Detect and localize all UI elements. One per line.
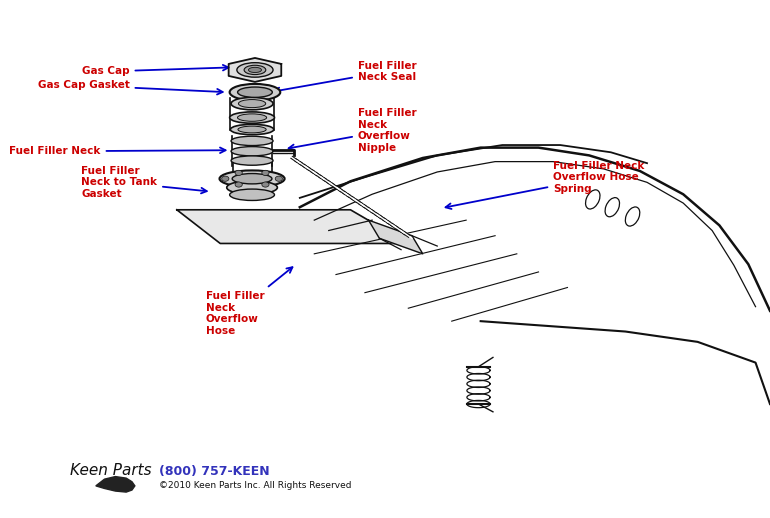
Text: (800) 757-KEEN: (800) 757-KEEN bbox=[159, 465, 270, 478]
Ellipse shape bbox=[237, 114, 266, 121]
Text: Gas Cap Gasket: Gas Cap Gasket bbox=[38, 80, 223, 94]
Text: Fuel Filler Neck
Overflow Hose
Spring: Fuel Filler Neck Overflow Hose Spring bbox=[446, 161, 644, 209]
Ellipse shape bbox=[238, 87, 273, 97]
Ellipse shape bbox=[625, 207, 640, 226]
Ellipse shape bbox=[237, 63, 273, 77]
Text: ©2010 Keen Parts Inc. All Rights Reserved: ©2010 Keen Parts Inc. All Rights Reserve… bbox=[159, 481, 351, 491]
Text: Fuel Filler
Neck to Tank
Gasket: Fuel Filler Neck to Tank Gasket bbox=[82, 166, 207, 199]
Ellipse shape bbox=[219, 170, 285, 187]
Text: Fuel Filler
Neck
Overflow
Hose: Fuel Filler Neck Overflow Hose bbox=[206, 267, 293, 336]
Circle shape bbox=[275, 176, 283, 181]
Ellipse shape bbox=[229, 84, 280, 100]
Circle shape bbox=[235, 170, 243, 176]
Ellipse shape bbox=[233, 174, 272, 184]
Text: Gas Cap: Gas Cap bbox=[82, 65, 229, 77]
Text: Fuel Filler
Neck
Overflow
Nipple: Fuel Filler Neck Overflow Nipple bbox=[289, 108, 417, 153]
Circle shape bbox=[222, 176, 229, 181]
Ellipse shape bbox=[231, 136, 273, 146]
Polygon shape bbox=[369, 220, 423, 254]
Ellipse shape bbox=[229, 189, 274, 200]
Ellipse shape bbox=[238, 126, 266, 133]
Ellipse shape bbox=[605, 198, 620, 217]
Ellipse shape bbox=[229, 112, 274, 123]
Ellipse shape bbox=[585, 190, 600, 209]
Text: Fuel Filler Neck: Fuel Filler Neck bbox=[9, 146, 226, 156]
Polygon shape bbox=[177, 210, 408, 243]
Circle shape bbox=[262, 182, 269, 187]
Ellipse shape bbox=[239, 99, 266, 108]
Circle shape bbox=[262, 170, 269, 176]
Text: Keen Parts: Keen Parts bbox=[70, 463, 152, 478]
Circle shape bbox=[235, 182, 243, 187]
Ellipse shape bbox=[230, 124, 274, 135]
Ellipse shape bbox=[231, 147, 273, 156]
Ellipse shape bbox=[231, 156, 273, 165]
Polygon shape bbox=[229, 58, 281, 82]
Polygon shape bbox=[95, 477, 135, 492]
Text: Fuel Filler
Neck Seal: Fuel Filler Neck Seal bbox=[274, 61, 417, 93]
Ellipse shape bbox=[249, 67, 262, 73]
Ellipse shape bbox=[231, 97, 273, 110]
Ellipse shape bbox=[226, 181, 277, 194]
Ellipse shape bbox=[244, 65, 266, 75]
